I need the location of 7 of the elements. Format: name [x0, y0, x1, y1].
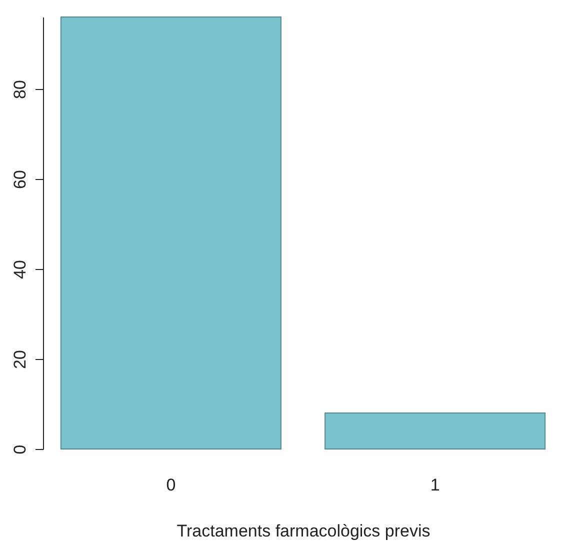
- x-tick-label: 1: [430, 476, 440, 494]
- y-tick-label: 0: [10, 444, 30, 454]
- y-tick-label: 80: [10, 80, 30, 99]
- y-tick-label: 60: [10, 170, 30, 189]
- x-axis-title: Tractaments farmacològics previs: [176, 522, 430, 540]
- y-tick-label: 20: [10, 350, 30, 369]
- y-tick-label: 40: [10, 260, 30, 279]
